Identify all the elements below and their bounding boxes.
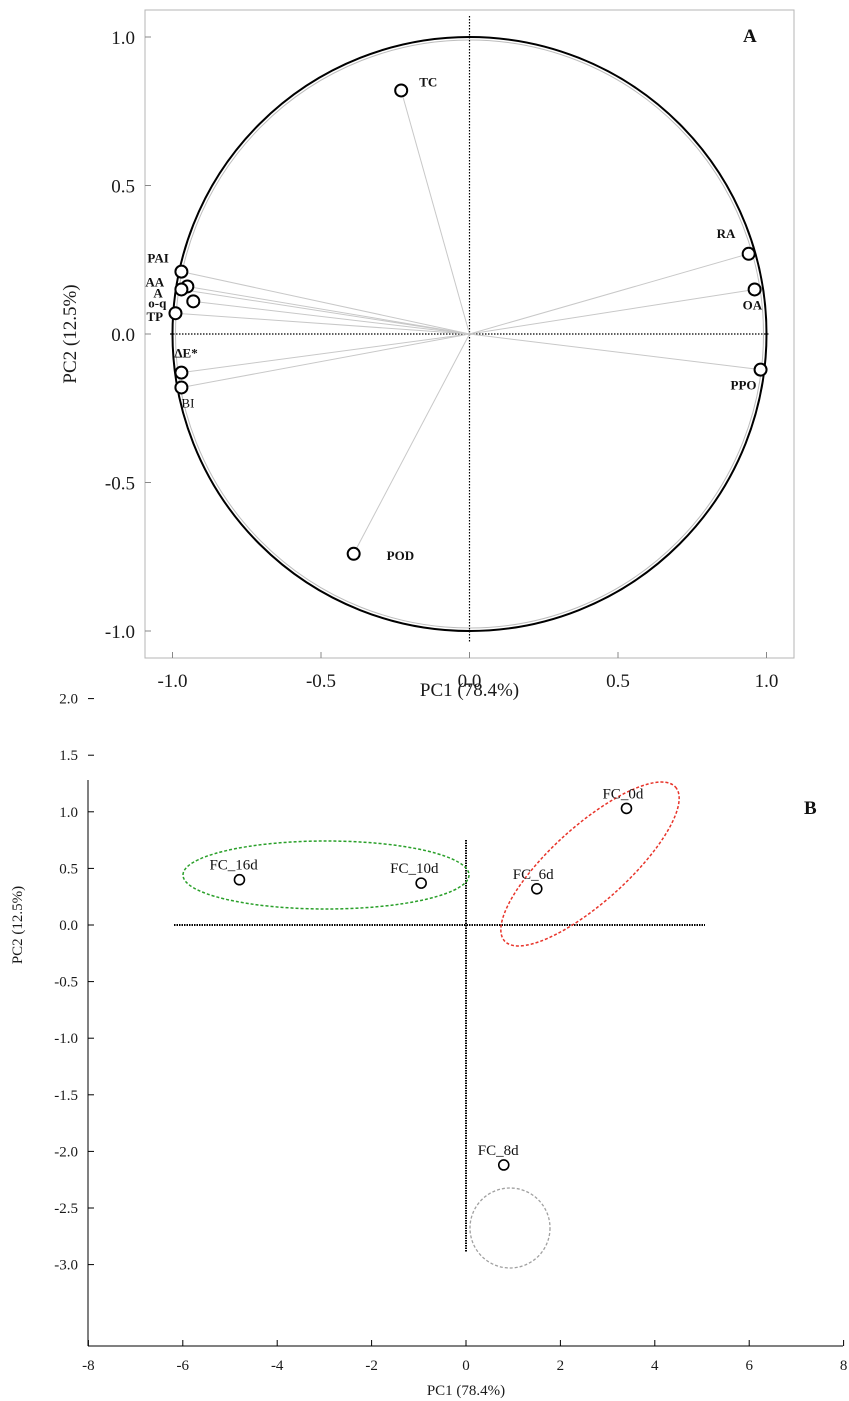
- score-point-fc-6d: [530, 882, 543, 895]
- loading-vector-pai: [181, 271, 470, 335]
- loading-point-o-q: [186, 294, 201, 309]
- loading-point-oa: [747, 282, 762, 297]
- panel-b-x-tick-label: 2: [557, 1358, 565, 1374]
- panel-a-x-tick-label: -1.0: [157, 671, 187, 692]
- score-point-fc-10d: [415, 877, 427, 889]
- panel-b-y-tick-label: -0.5: [54, 975, 78, 991]
- score-label-fc-6d: FC_6d: [513, 867, 554, 883]
- panel-b: -8 -6 -4 -2 0 2 4 6 8 2.0 1.5 1.0 0.5 0.0 -0.5 -1.0 -1.…: [10, 692, 847, 1399]
- panel-b-x-tick-label: 4: [651, 1358, 659, 1374]
- panel-a-x-tick-label: 1.0: [755, 671, 779, 692]
- score-point-fc-8d: [497, 1159, 510, 1171]
- panel-a-x-axis-label: PC1 (78.4%): [420, 680, 519, 701]
- panel-a-y-tick-label: 0.0: [111, 325, 135, 346]
- panel-a-x-tick-label: 0.5: [606, 671, 630, 692]
- panel-b-x-tick-label: -4: [271, 1358, 284, 1374]
- panel-b-y-tick-label: 1.0: [59, 805, 78, 821]
- loading-point-ppo: [753, 362, 768, 377]
- loading-point-tc: [394, 83, 409, 98]
- panel-b-y-tick-label: 0.0: [59, 918, 78, 934]
- loading-label-e: ΔE*: [174, 346, 197, 361]
- panel-a-y-axis-label: PC2 (12.5%): [60, 284, 81, 383]
- loading-point-ra: [741, 246, 756, 261]
- cluster-circle-gray: [469, 1187, 551, 1269]
- loading-vector-oa: [469, 288, 755, 335]
- loading-point-pod: [346, 546, 361, 561]
- loading-vector-o-q: [193, 300, 470, 335]
- loading-point-e: [174, 365, 189, 380]
- loading-label-tp: TP: [146, 309, 163, 324]
- loading-vector-ra: [469, 253, 749, 335]
- loading-label-oa: OA: [743, 297, 763, 312]
- score-point-fc-0d: [620, 802, 633, 815]
- panel-b-x-tick-label: 0: [462, 1358, 470, 1374]
- loading-vector-tc: [400, 90, 470, 335]
- loading-label-aa: AA: [145, 274, 164, 289]
- panel-b-y-tick-label: -2.0: [54, 1144, 78, 1160]
- loading-point-tp: [168, 306, 183, 321]
- panel-b-x-tick-label: -6: [177, 1358, 190, 1374]
- loading-label-ra: RA: [717, 226, 736, 241]
- panel-b-y-tick-label: -1.0: [54, 1031, 78, 1047]
- panel-b-y-tick-label: -2.5: [54, 1201, 78, 1217]
- loading-label-tc: TC: [419, 74, 437, 89]
- panel-a-label: A: [743, 26, 757, 47]
- panel-a-y-tick-label: -1.0: [105, 622, 135, 643]
- loading-label-ppo: PPO: [731, 378, 757, 393]
- panel-a-x-tick-label: 0.0: [458, 671, 482, 692]
- score-label-fc-0d: FC_0d: [602, 786, 643, 802]
- loading-vector-a: [181, 288, 470, 335]
- panel-b-label: B: [804, 798, 817, 819]
- cluster-ellipse-green: [182, 840, 470, 910]
- panel-a-y-tick-label: -0.5: [105, 474, 135, 495]
- score-label-fc-8d: FC_8d: [478, 1143, 519, 1159]
- panel-b-x-axis-label: PC1 (78.4%): [427, 1383, 505, 1399]
- score-point-fc-16d: [233, 873, 246, 886]
- score-label-fc-16d: FC_16d: [209, 858, 258, 874]
- loading-vector-pod: [353, 333, 470, 555]
- score-label-fc-10d: FC_10d: [390, 861, 439, 877]
- panel-b-x-tick-label: -8: [82, 1358, 95, 1374]
- loading-label-pai: PAI: [147, 251, 168, 266]
- loading-point-bi: [174, 380, 189, 395]
- loading-vector-ppo: [469, 333, 761, 371]
- cluster-ellipse-red: [500, 781, 680, 947]
- loading-label-bi: BI: [181, 395, 194, 410]
- loading-vector-aa: [187, 285, 470, 335]
- loading-point-a: [174, 282, 189, 297]
- loading-label-pod: POD: [387, 548, 414, 563]
- loading-vector-e: [181, 333, 470, 374]
- panel-b-y-tick-label: 1.5: [59, 748, 78, 764]
- panel-b-x-tick-label: -2: [365, 1358, 378, 1374]
- panel-b-y-tick-label: 2.0: [59, 692, 78, 708]
- loading-point-pai: [174, 264, 189, 279]
- panel-a-y-tick-label: 1.0: [111, 28, 135, 49]
- panel-a-y-tick-label: 0.5: [111, 177, 135, 198]
- panel-b-y-axis-label: PC2 (12.5%): [10, 886, 26, 964]
- loading-vector-tp: [175, 312, 470, 335]
- panel-b-x-tick-label: 8: [840, 1358, 848, 1374]
- loading-label-a: A: [153, 285, 163, 300]
- panel-a-x-tick-label: -0.5: [306, 671, 336, 692]
- panel-b-y-tick-label: -3.0: [54, 1258, 78, 1274]
- panel-b-y-tick-label: 0.5: [59, 861, 78, 877]
- panel-b-y-tick-label: -1.5: [54, 1088, 78, 1104]
- loading-label-o-q: o-q: [148, 295, 167, 310]
- panel-b-x-tick-label: 6: [745, 1358, 753, 1374]
- loading-vector-bi: [181, 333, 470, 388]
